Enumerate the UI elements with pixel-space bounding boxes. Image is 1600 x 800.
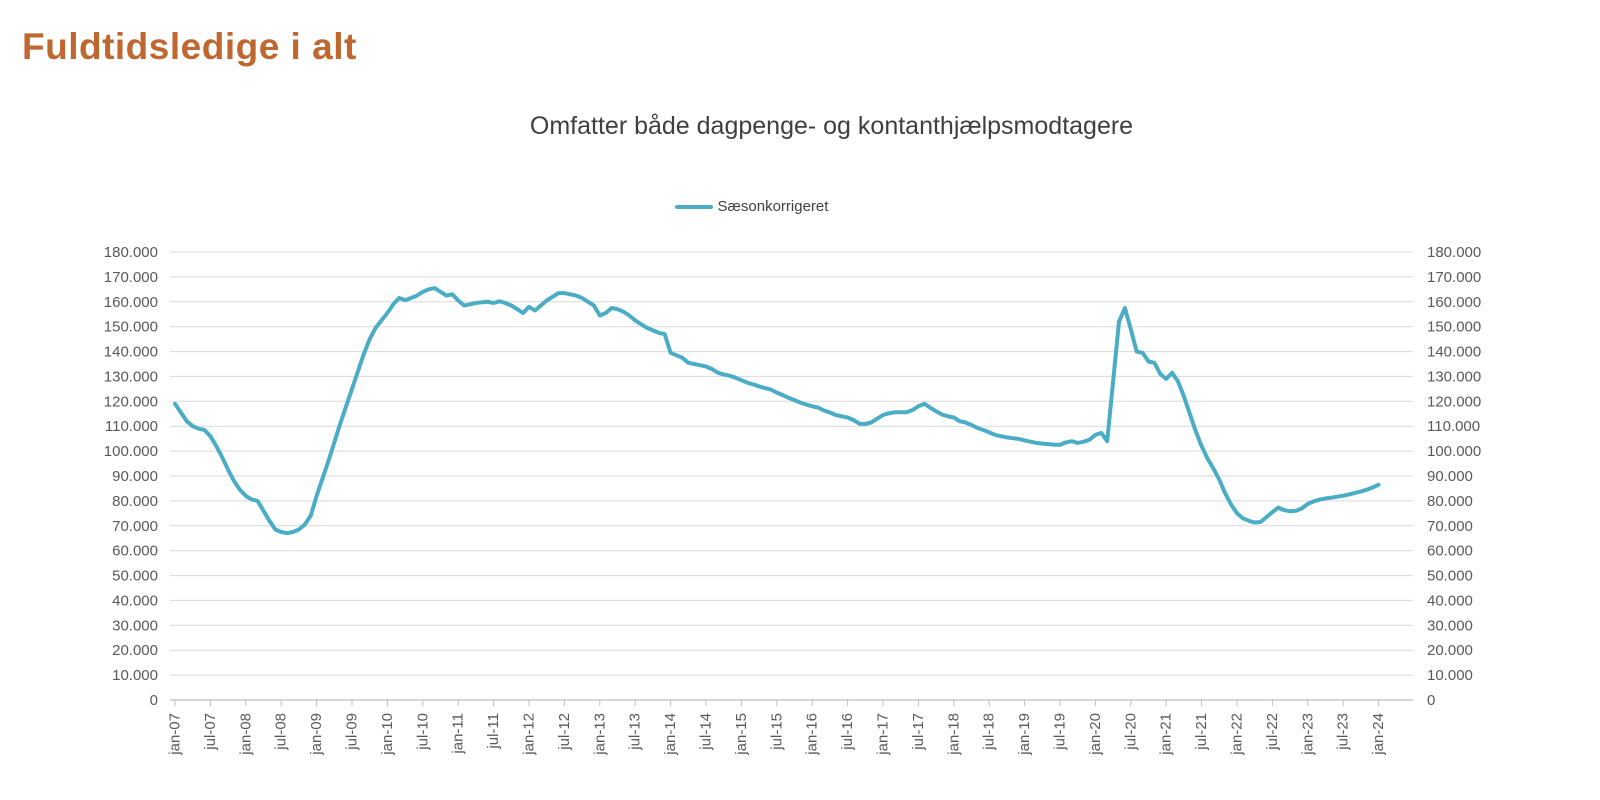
page-title: Fuldtidsledige i alt — [22, 26, 357, 67]
x-tick-label: jul-20 — [1122, 713, 1139, 751]
y-tick-label-right: 70.000 — [1427, 518, 1473, 535]
x-tick-label: jul-10 — [414, 713, 431, 751]
y-tick-label-right: 50.000 — [1427, 568, 1473, 585]
x-tick-label: jan-13 — [591, 713, 608, 756]
y-tick-label-right: 130.000 — [1427, 368, 1481, 385]
y-tick-label-left: 50.000 — [112, 568, 158, 585]
x-tick-label: jan-19 — [1016, 713, 1033, 756]
y-tick-label-right: 10.000 — [1427, 667, 1473, 684]
x-tick-label: jan-14 — [662, 713, 679, 756]
y-tick-label-right: 20.000 — [1427, 642, 1473, 659]
y-tick-label-left: 180.000 — [104, 244, 158, 261]
y-tick-label-left: 120.000 — [104, 393, 158, 410]
gridlines — [170, 251, 1413, 676]
x-tick-label: jul-12 — [556, 713, 573, 751]
series-line-saesonkorrigeret — [173, 286, 1381, 536]
x-tick-label: jan-07 — [167, 713, 184, 756]
y-tick-label-right: 40.000 — [1427, 592, 1473, 609]
x-tick-label: jan-18 — [945, 713, 962, 756]
x-tick-label: jul-08 — [273, 713, 290, 751]
y-tick-label-right: 60.000 — [1427, 543, 1473, 560]
y-tick-label-right: 100.000 — [1427, 443, 1481, 460]
x-tick-label: jul-21 — [1193, 713, 1210, 751]
x-tick-label: jan-17 — [875, 713, 892, 756]
x-tick-label: jul-23 — [1335, 713, 1352, 751]
x-tick-label: jan-22 — [1229, 713, 1246, 756]
x-tick-label: jul-22 — [1264, 713, 1281, 751]
y-tick-label-left: 90.000 — [112, 468, 158, 485]
y-tick-label-left: 70.000 — [112, 518, 158, 535]
x-tick-label: jul-19 — [1052, 713, 1069, 751]
y-tick-label-left: 10.000 — [112, 667, 158, 684]
y-axis-right: 0 10.000 20.000 30.000 40.000 50.000 60.000 70.… — [1427, 244, 1481, 709]
y-tick-label-left: 60.000 — [112, 543, 158, 560]
legend: Sæsonkorrigeret — [130, 198, 1373, 215]
y-tick-label-right: 80.000 — [1427, 493, 1473, 510]
y-tick-label-left: 100.000 — [104, 443, 158, 460]
y-tick-label-left: 130.000 — [104, 368, 158, 385]
x-tick-label: jul-14 — [698, 713, 715, 751]
x-tick-label: jul-17 — [910, 713, 927, 751]
y-tick-label-left: 110.000 — [105, 418, 158, 435]
x-tick-label: jul-15 — [768, 713, 785, 751]
y-tick-label-left: 170.000 — [104, 269, 158, 286]
x-tick-label: jan-15 — [733, 713, 750, 756]
x-tick-label: jan-08 — [237, 713, 254, 756]
y-tick-label-right: 170.000 — [1427, 269, 1481, 286]
legend-label: Sæsonkorrigeret — [717, 198, 829, 215]
x-tick-label: jul-09 — [344, 713, 361, 751]
x-tick-label: jan-24 — [1370, 713, 1387, 756]
y-tick-label-right: 140.000 — [1427, 344, 1481, 361]
legend-line-swatch — [674, 204, 713, 209]
y-tick-label-right: 0 — [1427, 692, 1435, 709]
x-tick-label: jul-16 — [839, 713, 856, 751]
x-tick-label: jan-12 — [521, 713, 538, 756]
y-tick-label-left: 150.000 — [104, 319, 158, 336]
y-tick-label-right: 90.000 — [1427, 468, 1473, 485]
y-tick-label-right: 180.000 — [1427, 244, 1481, 261]
y-axis-left: 0 10.000 20.000 30.000 40.000 50.000 60.000 70.… — [104, 244, 158, 709]
x-tick-label: jan-21 — [1158, 713, 1175, 756]
x-tick-label: jan-10 — [379, 713, 396, 756]
y-tick-label-left: 160.000 — [104, 294, 158, 311]
x-axis: jan-07 jul-07 jan-08 jul-08 jan-09 jul-09 jan-… — [167, 699, 1413, 756]
y-tick-label-right: 150.000 — [1427, 319, 1481, 336]
x-tick-label: jul-18 — [981, 713, 998, 751]
y-tick-label-left: 0 — [150, 692, 158, 709]
x-tick-label: jul-13 — [627, 713, 644, 751]
y-tick-label-right: 30.000 — [1427, 617, 1473, 634]
y-tick-label-left: 80.000 — [112, 493, 158, 510]
y-tick-label-left: 30.000 — [112, 617, 158, 634]
x-tick-label: jan-09 — [308, 713, 325, 756]
chart-subtitle: Omfatter både dagpenge- og kontanthjælps… — [529, 112, 1134, 140]
y-tick-label-right: 120.000 — [1427, 393, 1481, 410]
x-tick-label: jan-20 — [1087, 713, 1104, 756]
y-tick-label-left: 40.000 — [112, 592, 158, 609]
y-tick-label-left: 20.000 — [112, 642, 158, 659]
y-tick-label-right: 160.000 — [1427, 294, 1481, 311]
x-tick-label: jan-11 — [450, 713, 467, 755]
y-tick-label-right: 110.000 — [1427, 418, 1480, 435]
x-tick-label: jan-16 — [804, 713, 821, 756]
x-tick-label: jan-23 — [1299, 713, 1316, 756]
y-tick-label-left: 140.000 — [104, 344, 158, 361]
x-tick-label: jul-07 — [202, 713, 219, 751]
x-tick-label: jul-11 — [485, 713, 502, 750]
